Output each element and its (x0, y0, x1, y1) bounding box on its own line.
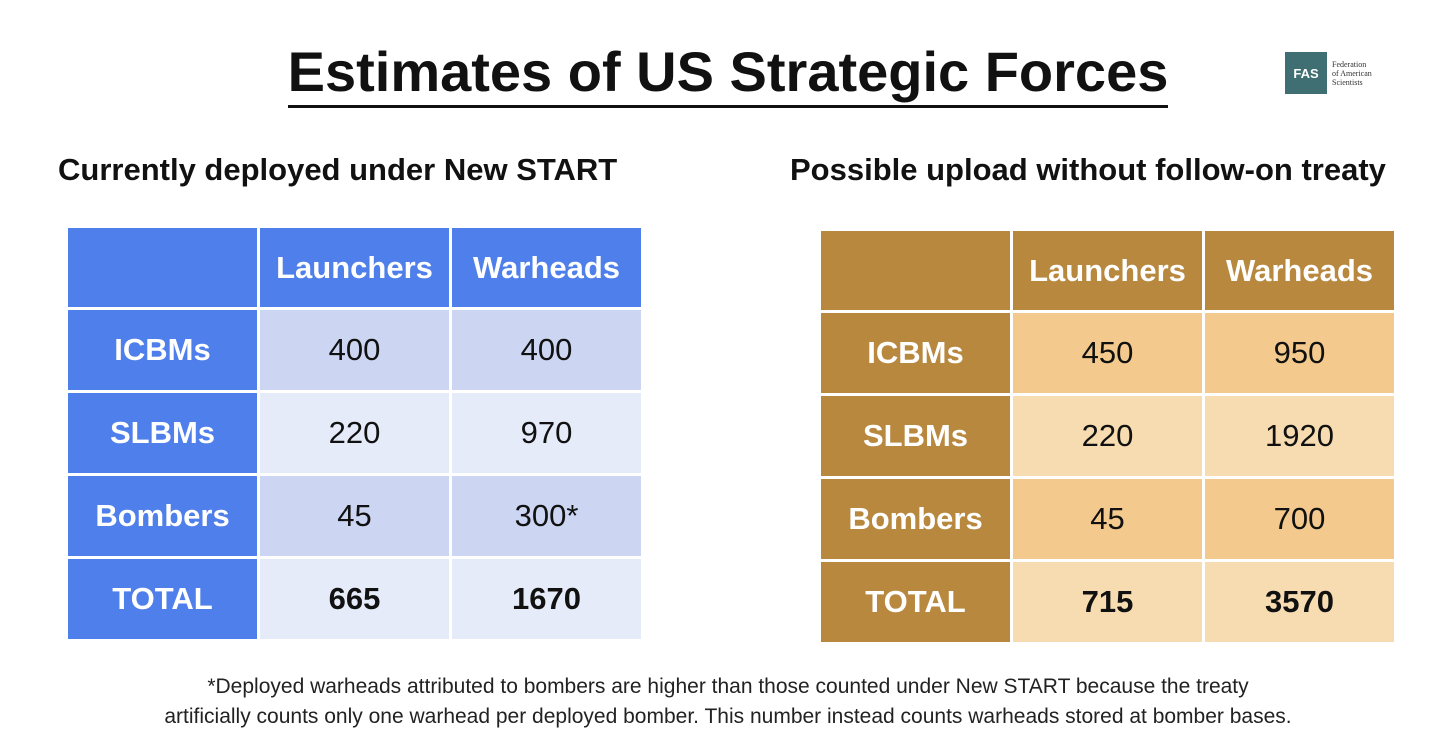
logo-line-3: Scientists (1332, 77, 1363, 87)
total-cell: 715 (1013, 562, 1202, 642)
value-cell: 950 (1205, 313, 1394, 393)
row-label: TOTAL (68, 559, 257, 639)
value-cell: 220 (1013, 396, 1202, 476)
row-label: TOTAL (821, 562, 1010, 642)
row-label: ICBMs (821, 313, 1010, 393)
value-cell: 700 (1205, 479, 1394, 559)
value-cell: 220 (260, 393, 449, 473)
page-title-text: Estimates of US Strategic Forces (287, 40, 1169, 108)
logo-line-2: of American (1332, 68, 1372, 78)
column-header: Warheads (452, 228, 641, 307)
column-header: Warheads (1205, 231, 1394, 310)
total-cell: 665 (260, 559, 449, 639)
row-label: Bombers (821, 479, 1010, 559)
value-cell: 970 (452, 393, 641, 473)
logo-line-1: Federation (1332, 59, 1367, 69)
row-label: SLBMs (821, 396, 1010, 476)
footnote-line-1: *Deployed warheads attributed to bombers… (207, 675, 1249, 698)
row-label: SLBMs (68, 393, 257, 473)
value-cell: 1920 (1205, 396, 1394, 476)
fas-logo-text: Federation of American Scientists (1332, 60, 1392, 87)
fas-logo-mark: FAS (1285, 52, 1327, 94)
value-cell: 450 (1013, 313, 1202, 393)
row-label: ICBMs (68, 310, 257, 390)
page-title: Estimates of US Strategic Forces (0, 40, 1456, 108)
footnote-line-2: artificially counts only one warhead per… (164, 705, 1292, 728)
value-cell: 45 (260, 476, 449, 556)
value-cell: 300* (452, 476, 641, 556)
column-header: Launchers (260, 228, 449, 307)
value-cell: 400 (452, 310, 641, 390)
value-cell: 45 (1013, 479, 1202, 559)
right-table-title: Possible upload without follow-on treaty (790, 152, 1386, 187)
left-table-title: Currently deployed under New START (58, 152, 618, 187)
column-header: Launchers (1013, 231, 1202, 310)
table-currently-deployed: Launchers Warheads ICBMs 400 400 SLBMs 220 970 B… (68, 228, 641, 639)
row-label: Bombers (68, 476, 257, 556)
total-cell: 3570 (1205, 562, 1394, 642)
value-cell: 400 (260, 310, 449, 390)
total-cell: 1670 (452, 559, 641, 639)
footnote: *Deployed warheads attributed to bombers… (0, 672, 1456, 732)
table-possible-upload: Launchers Warheads ICBMs 450 950 SLBMs 220 1920… (821, 231, 1394, 642)
header-corner (68, 228, 257, 307)
fas-logo: FAS Federation of American Scientists (1285, 52, 1392, 94)
header-corner (821, 231, 1010, 310)
